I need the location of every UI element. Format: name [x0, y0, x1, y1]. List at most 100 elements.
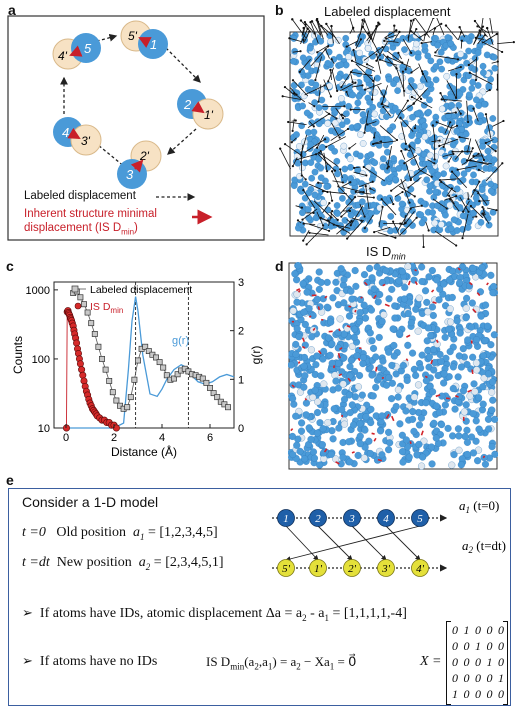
svg-text:2': 2'	[139, 149, 150, 163]
blue-atom-3	[343, 509, 361, 527]
matrix-cell: 1	[475, 639, 481, 653]
tdt-label: t =dt	[22, 555, 50, 570]
labeled-point-5	[88, 320, 95, 327]
y2-axis-label: g(r)	[249, 346, 263, 365]
panel-d-title-sub: min	[391, 251, 406, 262]
atom-pair-1: 5' 1	[120, 20, 168, 59]
is-eq-s1: 1	[267, 661, 273, 672]
is-dmin-equation: IS Dmin(a2,a1) = a2 − Xa1 = 0⃗	[206, 654, 356, 672]
labeled-point-24	[156, 359, 163, 366]
matrix-cell: 0	[452, 671, 458, 685]
is-eq-c: ,a	[258, 654, 268, 669]
matrix-cell: 0	[475, 671, 481, 685]
bullet1-mid: - a	[306, 606, 325, 621]
matrix-cell: 0	[452, 623, 458, 637]
is-eq-s2: 2	[254, 661, 259, 672]
panel-e-heading: Consider a 1-D model	[22, 494, 159, 510]
is-point-40	[112, 424, 120, 432]
labeled-point-36	[199, 375, 206, 382]
y2-tick-2: 1	[238, 374, 244, 386]
legend-is-close: )	[134, 222, 138, 234]
t0-eq-sub: 1	[139, 531, 145, 542]
x-axis-label: Distance (Å)	[111, 444, 177, 459]
is-eq-r: ) = a	[272, 654, 297, 669]
yellow-atom-label-1: 1'	[314, 563, 323, 575]
labeled-point-10	[106, 377, 113, 384]
matrix-cell: 0	[486, 639, 493, 653]
move-arrow-2	[351, 525, 387, 561]
matrix-cell: 0	[452, 655, 458, 669]
y-tick-2: 10	[38, 423, 50, 435]
panel-d-title: IS Dmin	[366, 244, 406, 262]
displacement-vectors	[279, 18, 515, 248]
is-point-18	[76, 360, 84, 368]
labeled-point-26	[163, 372, 170, 379]
x-tick-3: 6	[207, 432, 213, 444]
labeled-point-29	[174, 371, 181, 378]
svg-text:1': 1'	[204, 108, 214, 122]
blue-atom-1	[277, 509, 295, 527]
is-dmin-vectors	[290, 267, 489, 465]
labeled-point-8	[99, 355, 105, 362]
labeled-point-25	[160, 364, 167, 371]
a1-label: a1 (t=0)	[459, 498, 499, 515]
blue-atom-label-1: 2	[315, 513, 321, 525]
yellow-atom-0	[277, 559, 295, 577]
blue-atom-label-0: 1	[283, 513, 289, 525]
labeled-point-37	[203, 379, 210, 386]
labeled-point-13	[117, 402, 123, 409]
panel-a: 5 4' 5' 1 2 1' 2' 3 4 3'	[7, 15, 265, 241]
x-tick-2: 4	[159, 432, 165, 444]
tdt-eq-sub: 2	[145, 561, 151, 572]
labeled-point-12	[113, 397, 120, 404]
panel-d-snapshot	[288, 262, 498, 470]
panel-b-snapshot	[279, 18, 515, 248]
labeled-point-6	[91, 331, 98, 337]
matrix-cell: 0	[498, 623, 504, 637]
matrix-cell: 1	[486, 655, 493, 669]
y-tick-0: 1000	[26, 285, 50, 297]
labeled-point-9	[102, 366, 109, 373]
is-point-20	[79, 371, 87, 379]
y-axis-label: Counts	[11, 336, 25, 374]
bullet1-sub1: 1	[324, 612, 330, 623]
labeled-point-43	[225, 404, 231, 411]
matrix-cell: 0	[475, 687, 481, 701]
bullet-arrow-icon-2: ➢	[22, 653, 33, 668]
legend-c-labeled: Labeled displacement	[90, 284, 192, 296]
matrix-cell: 0	[486, 687, 493, 701]
t0-eq: a	[132, 525, 140, 540]
chart-frame	[53, 281, 235, 429]
matrix-cell: 0	[463, 687, 470, 701]
atom-pair-2: 2 1'	[177, 89, 224, 130]
is-eq-s1b: 1	[329, 661, 335, 672]
bullet1-end: = [1,1,1,1,-4]	[329, 606, 407, 621]
labeled-point-15	[124, 404, 131, 411]
labeled-point-28	[171, 375, 177, 382]
blue-atom-2	[309, 509, 327, 527]
legend-is-dmin: Inherent structure minimal displacement …	[24, 207, 157, 239]
yellow-atom-label-0: 5'	[282, 563, 291, 575]
labeled-point-4	[84, 309, 91, 316]
y2-tick-3: 0	[238, 423, 244, 435]
bullet1-text: If atoms have IDs, atomic displacement Δ…	[39, 606, 303, 621]
is-eq-s2b: 2	[296, 661, 301, 672]
yellow-atom-label-4: 4'	[416, 563, 425, 575]
tdt-vals: = [2,3,4,5,1]	[150, 555, 224, 570]
t0-label: t =0	[22, 525, 46, 540]
svg-text:3: 3	[126, 167, 134, 182]
is-eq-pre: IS D	[206, 654, 231, 669]
move-arrow-0	[285, 525, 319, 561]
matrix-cell: 1	[452, 687, 458, 701]
tdt-eq: a	[138, 555, 146, 570]
is-point-19	[78, 366, 86, 374]
labeled-point-39	[210, 390, 217, 397]
panel-e-label: e	[6, 472, 14, 488]
is-point-14	[73, 339, 81, 347]
matrix-cell: 0	[463, 671, 470, 685]
yellow-atom-3	[377, 559, 395, 577]
